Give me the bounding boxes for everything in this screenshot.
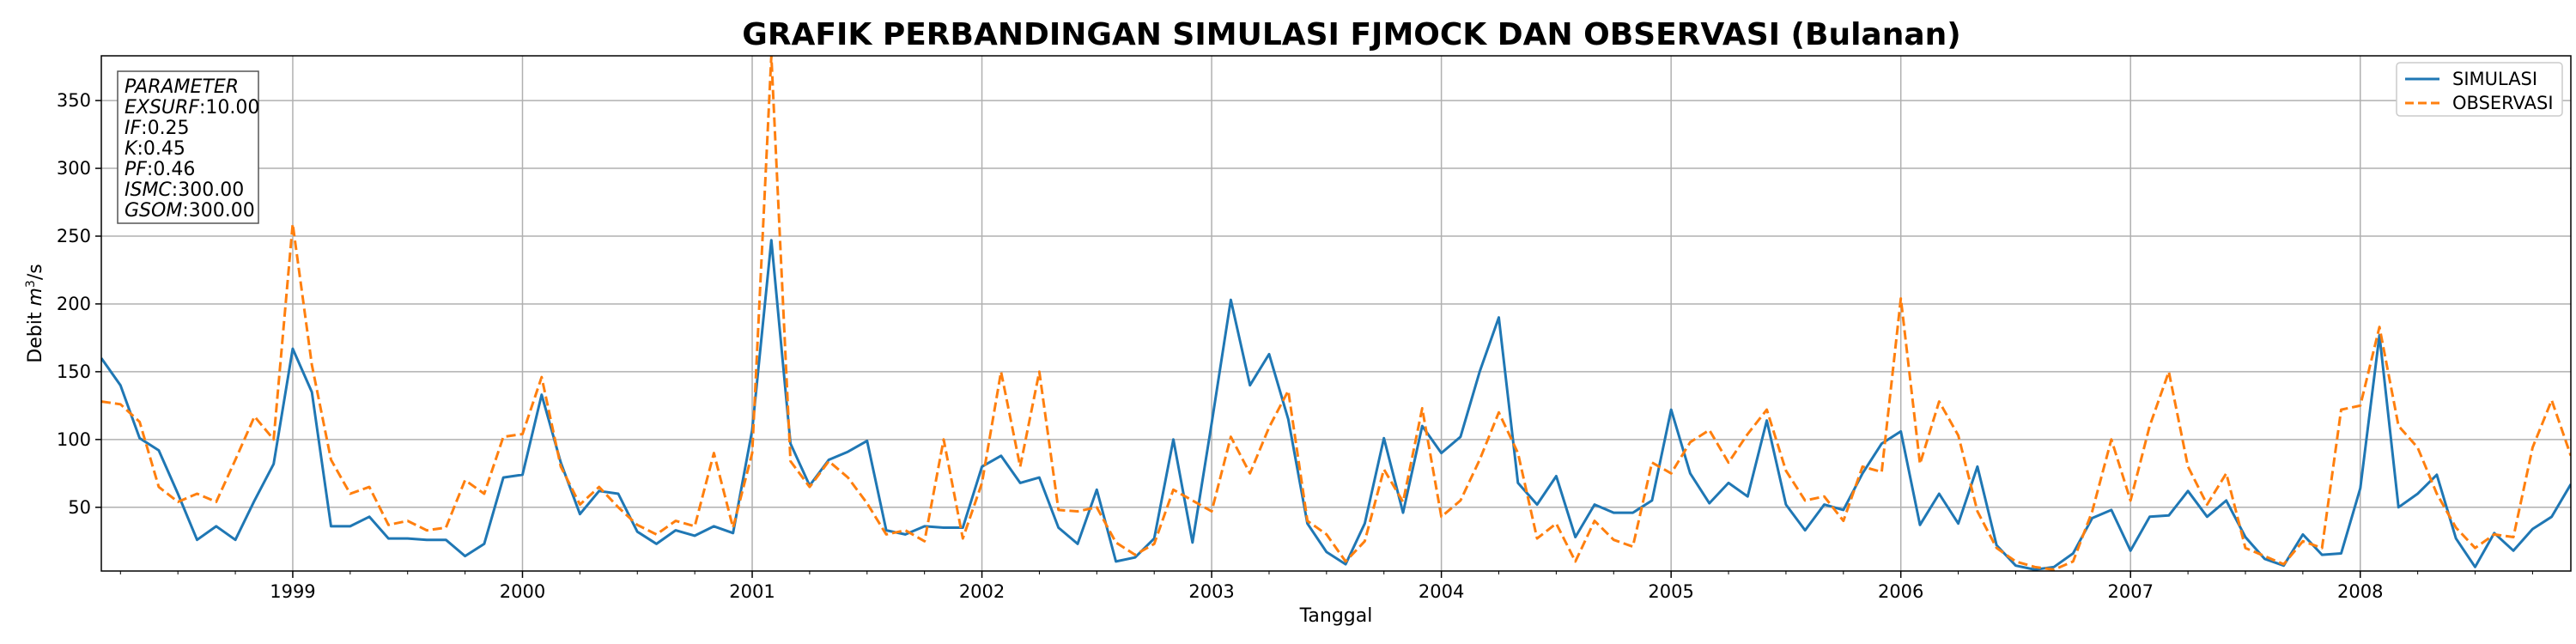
x-tick-label: 2001 bbox=[729, 581, 775, 602]
series-line-simulasi bbox=[101, 239, 2571, 571]
y-axis-label-prefix: Debit bbox=[25, 307, 46, 363]
parameter-value: :0.45 bbox=[137, 138, 185, 160]
x-tick-label: 2003 bbox=[1188, 581, 1234, 602]
y-tick-label: 200 bbox=[57, 294, 91, 314]
y-tick-label: 150 bbox=[57, 361, 91, 382]
x-tick-label: 2007 bbox=[2107, 581, 2153, 602]
parameter-item: EXSURF:10.00 bbox=[125, 97, 259, 118]
x-tick-label: 2006 bbox=[1878, 581, 1923, 602]
y-axis-label-exponent: 3 bbox=[24, 280, 38, 288]
y-tick-label: 250 bbox=[57, 226, 91, 246]
legend-label-observasi: OBSERVASI bbox=[2452, 93, 2554, 113]
grid-lines bbox=[101, 56, 2571, 571]
x-axis-label: Tanggal bbox=[1299, 605, 1373, 627]
parameter-key: ISMC bbox=[125, 179, 172, 201]
parameter-box: PARAMETER EXSURF:10.00IF:0.25K:0.45PF:0.… bbox=[117, 70, 259, 224]
legend-label-simulasi: SIMULASI bbox=[2452, 69, 2537, 89]
y-tick-label: 300 bbox=[57, 158, 91, 179]
y-axis-label-unit: m bbox=[25, 288, 46, 306]
y-tick-label: 100 bbox=[57, 429, 91, 450]
parameter-heading: PARAMETER bbox=[125, 76, 239, 98]
parameter-box-frame bbox=[117, 70, 259, 224]
series-layer bbox=[101, 56, 2571, 571]
parameter-value: :10.00 bbox=[199, 97, 259, 118]
parameter-key: GSOM bbox=[125, 200, 182, 222]
parameter-item: K:0.45 bbox=[125, 138, 185, 160]
legend: SIMULASI OBSERVASI bbox=[2396, 62, 2563, 117]
x-axis: 1999 2000 2001 2002 2003 2004 2005 2006 2007 2008 bbox=[119, 571, 2533, 602]
plot-area-frame bbox=[100, 55, 2572, 572]
parameter-value: :300.00 bbox=[172, 179, 244, 201]
parameter-key: K bbox=[125, 138, 138, 160]
parameter-key: PF bbox=[125, 159, 147, 180]
parameter-key: EXSURF bbox=[125, 97, 199, 118]
parameter-value: :0.46 bbox=[147, 159, 195, 180]
parameter-value: :0.25 bbox=[141, 118, 189, 139]
y-axis-label: Debit m3/s bbox=[24, 264, 46, 362]
y-tick-label: 50 bbox=[68, 497, 91, 518]
y-axis: 50 100 150 200 250 300 350 bbox=[57, 90, 101, 518]
x-tick-label: 2004 bbox=[1419, 581, 1464, 602]
chart-title: GRAFIK PERBANDINGAN SIMULASI FJMOCK DAN … bbox=[742, 17, 1960, 52]
y-axis-label-unit-rest: /s bbox=[25, 264, 46, 280]
parameter-item: GSOM:300.00 bbox=[125, 200, 255, 222]
parameter-item: ISMC:300.00 bbox=[125, 179, 244, 201]
x-tick-label: 2002 bbox=[959, 581, 1005, 602]
x-tick-label: 2000 bbox=[500, 581, 545, 602]
y-tick-label: 350 bbox=[57, 90, 91, 111]
parameter-value: :300.00 bbox=[182, 200, 254, 222]
parameter-item: PF:0.46 bbox=[125, 159, 195, 180]
x-tick-label: 2008 bbox=[2337, 581, 2383, 602]
x-tick-label: 1999 bbox=[270, 581, 315, 602]
series-line-observasi bbox=[101, 56, 2571, 571]
parameter-key: IF bbox=[125, 118, 141, 139]
x-tick-label: 2005 bbox=[1648, 581, 1693, 602]
parameter-item: IF:0.25 bbox=[125, 118, 190, 139]
